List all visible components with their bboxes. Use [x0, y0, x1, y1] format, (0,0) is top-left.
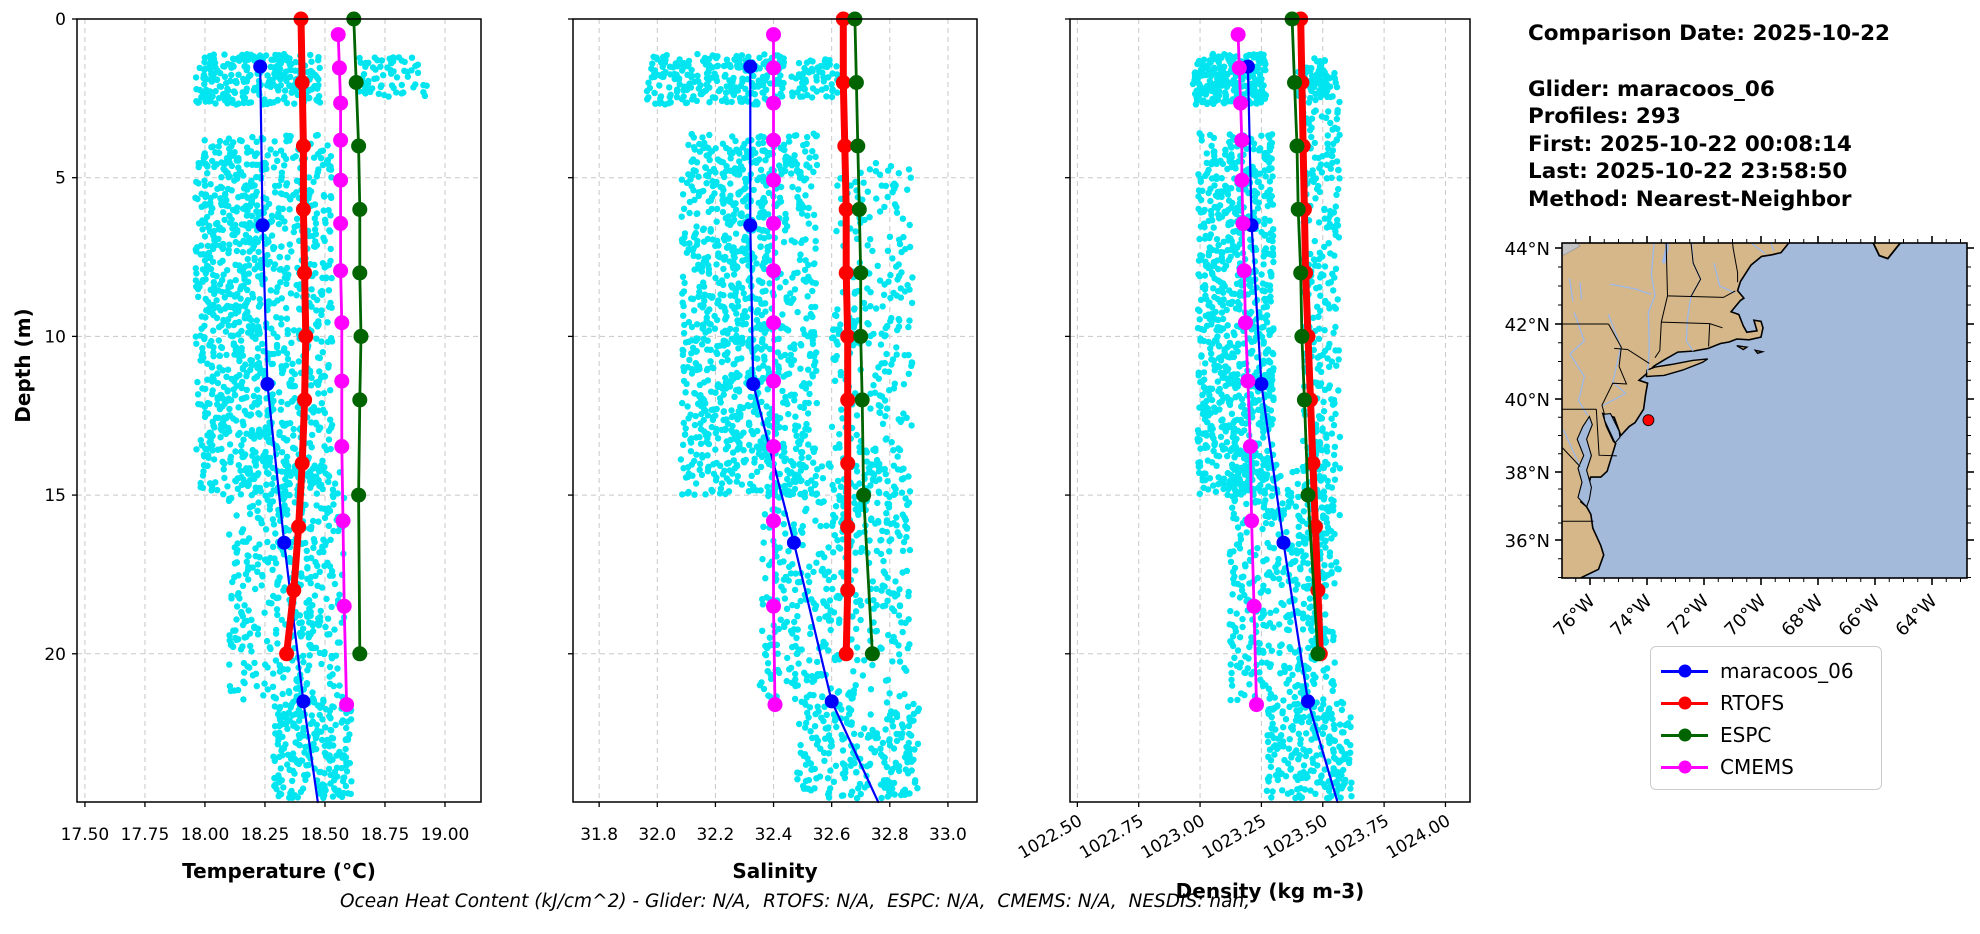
legend: maracoos_06 RTOFS ESPC CMEMS — [1650, 646, 1882, 790]
glider-name: Glider: maracoos_06 — [1528, 76, 1775, 102]
comparison-date: Comparison Date: 2025-10-22 — [1528, 21, 1891, 46]
legend-item-glider: maracoos_06 — [1661, 655, 1869, 687]
series-RTOFS — [279, 11, 314, 662]
method: Method: Nearest-Neighbor — [1528, 186, 1852, 212]
glider-line-swatch — [1661, 669, 1708, 673]
map-area — [1562, 243, 1967, 578]
first-profile-time: First: 2025-10-22 00:08:14 — [1528, 131, 1852, 157]
legend-item-rtofs: RTOFS — [1661, 687, 1869, 719]
legend-item-espc: ESPC — [1661, 719, 1869, 751]
nova-scotia — [1872, 243, 1902, 260]
series-maracoos_06 — [253, 59, 319, 804]
series-CMEMS — [766, 27, 783, 713]
series-CMEMS — [330, 27, 355, 713]
glider-location-marker — [1642, 414, 1655, 427]
cmems-line-swatch — [1661, 765, 1708, 769]
gray-region — [1562, 243, 1581, 256]
glider-scatter-cloud — [643, 50, 922, 802]
legend-label: CMEMS — [1720, 755, 1794, 779]
series-maracoos_06 — [1240, 59, 1339, 804]
legend-label: ESPC — [1720, 723, 1772, 747]
rtofs-line-swatch — [1661, 701, 1708, 705]
long-island — [1645, 358, 1709, 378]
legend-label: maracoos_06 — [1720, 659, 1854, 683]
ocean-heat-content-note: Ocean Heat Content (kJ/cm^2) - Glider: N… — [339, 891, 1251, 912]
espc-line-swatch — [1661, 733, 1708, 737]
series-ESPC — [847, 11, 880, 662]
series-CMEMS — [1230, 27, 1264, 713]
last-profile-time: Last: 2025-10-22 23:58:50 — [1528, 159, 1848, 184]
legend-item-cmems: CMEMS — [1661, 751, 1869, 783]
series-ESPC — [1284, 11, 1326, 662]
legend-label: RTOFS — [1720, 691, 1785, 715]
series-RTOFS — [835, 11, 856, 662]
panel-temperature: 17.50 17.75 18.00 18.25 18.50 18.75 19.0005101… — [11, 10, 482, 883]
comparison-info-panel: Comparison Date: 2025-10-22 Glider: mara… — [1528, 20, 1890, 213]
delaware-bay — [1603, 413, 1621, 444]
profile-count: Profiles: 293 — [1528, 104, 1681, 129]
lake-champlain — [1661, 243, 1669, 264]
series-ESPC — [346, 11, 369, 662]
panel-density: 1022.501022.751023.001023.251023.501023.… — [1015, 11, 1471, 903]
chesapeake-bay — [1576, 415, 1593, 508]
